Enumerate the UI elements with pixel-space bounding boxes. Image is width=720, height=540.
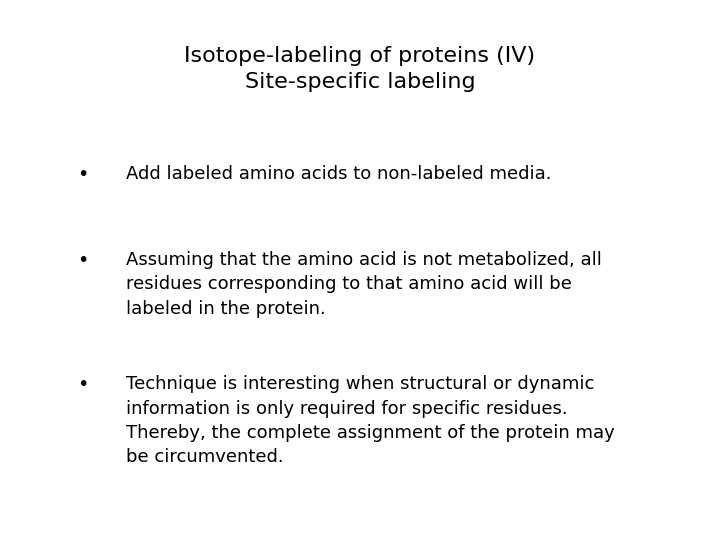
Text: Technique is interesting when structural or dynamic
information is only required: Technique is interesting when structural…	[126, 375, 615, 466]
Text: Isotope-labeling of proteins (IV)
Site-specific labeling: Isotope-labeling of proteins (IV) Site-s…	[184, 46, 536, 91]
Text: Assuming that the amino acid is not metabolized, all
residues corresponding to t: Assuming that the amino acid is not meta…	[126, 251, 602, 318]
Text: •: •	[77, 165, 89, 184]
Text: •: •	[77, 375, 89, 394]
Text: •: •	[77, 251, 89, 270]
Text: Add labeled amino acids to non-labeled media.: Add labeled amino acids to non-labeled m…	[126, 165, 552, 183]
